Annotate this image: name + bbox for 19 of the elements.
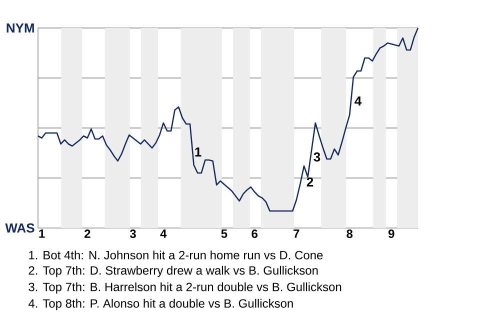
text: 3. Top 7th: B. Harrelson hit a 2-run double vs B. Gullickson — [28, 282, 342, 294]
x-tick-label: 2 — [84, 230, 90, 238]
text: 1. Bot 4th: N. Johnson hit a 2-run home run vs D. Cone — [29, 250, 323, 260]
x-tick-label: 8 — [346, 230, 353, 238]
x-tick-label: 1 — [39, 230, 45, 238]
text: NYM — [6, 24, 34, 32]
annotation: 1 — [195, 148, 202, 156]
text: WAS — [5, 223, 34, 233]
text: 4. Top 8th: P. Alonso hit a double vs B. Gullickson — [28, 298, 293, 310]
x-tick-label: 6 — [252, 230, 258, 238]
annotation: 3 — [314, 152, 320, 162]
annotation: 2 — [306, 177, 314, 187]
x-tick-label: 3 — [130, 230, 136, 238]
text: 2. Top 7th: D. Strawberry drew a walk vs B. Gullickson — [28, 266, 318, 278]
x-tick-label: 4 — [160, 230, 167, 238]
x-tick-label: 5 — [221, 230, 228, 238]
annotation: 4 — [354, 96, 362, 106]
x-tick-label: 9 — [388, 230, 394, 238]
x-tick-label: 7 — [294, 230, 300, 238]
